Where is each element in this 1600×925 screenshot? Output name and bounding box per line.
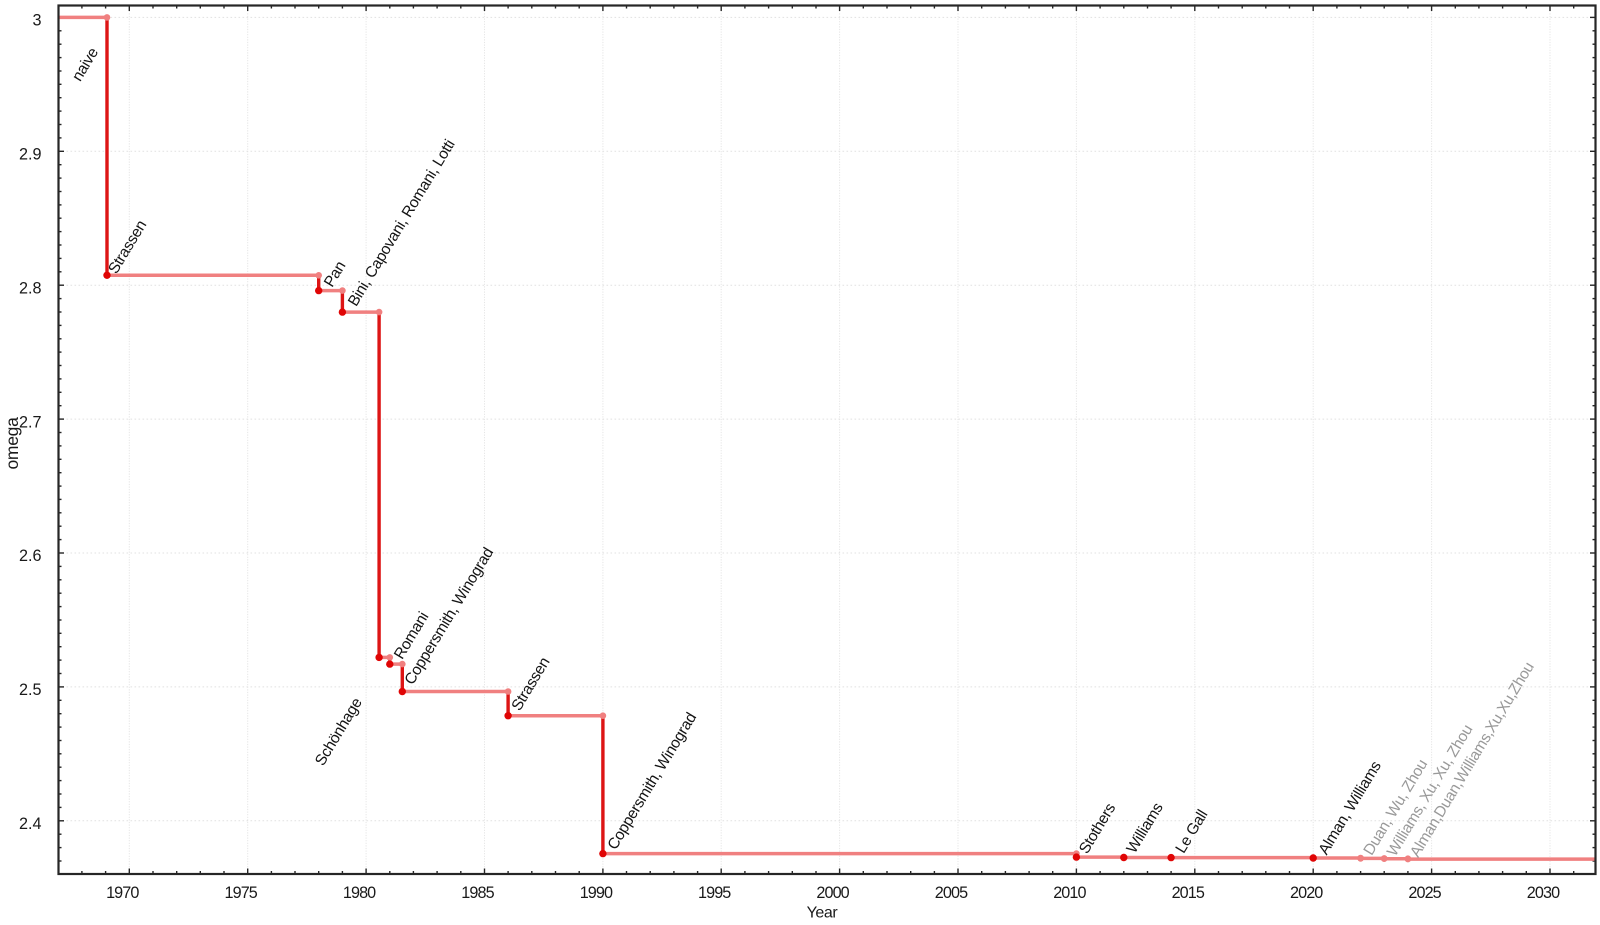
svg-text:2.9: 2.9 [19, 146, 42, 164]
svg-text:2020: 2020 [1290, 884, 1323, 902]
svg-text:2.5: 2.5 [19, 681, 42, 699]
svg-text:2025: 2025 [1408, 884, 1441, 902]
svg-text:2015: 2015 [1172, 884, 1205, 902]
svg-text:1995: 1995 [698, 884, 731, 902]
svg-text:2.8: 2.8 [19, 279, 42, 297]
svg-text:1990: 1990 [580, 884, 613, 902]
svg-text:1980: 1980 [343, 884, 376, 902]
svg-text:Year: Year [807, 905, 839, 921]
svg-text:2.4: 2.4 [19, 815, 42, 833]
svg-text:2.6: 2.6 [19, 547, 42, 565]
svg-text:1975: 1975 [224, 884, 257, 902]
svg-text:1970: 1970 [106, 884, 139, 902]
svg-text:3: 3 [32, 12, 41, 30]
svg-text:1985: 1985 [461, 884, 494, 902]
svg-text:2030: 2030 [1527, 884, 1560, 902]
svg-text:omega: omega [2, 417, 22, 470]
svg-text:2005: 2005 [935, 884, 968, 902]
svg-text:2.7: 2.7 [19, 413, 42, 431]
svg-text:2000: 2000 [816, 884, 849, 902]
svg-text:2010: 2010 [1053, 884, 1086, 902]
